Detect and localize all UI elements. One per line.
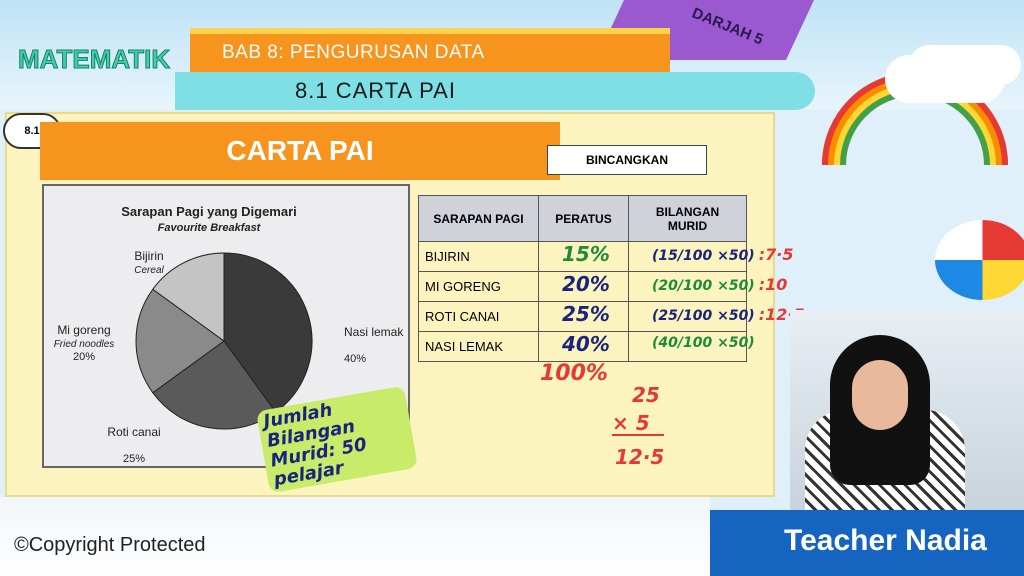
- total-annotation: 100%: [540, 361, 608, 386]
- table-row: NASI LEMAK: [418, 331, 747, 362]
- result-annotation: :7·5: [758, 245, 794, 264]
- table-row: ROTI CANAI: [418, 301, 747, 332]
- slice-label: Nasi lemak: [344, 325, 404, 339]
- slice-label: Bijirin: [134, 249, 163, 263]
- percent-annotation: 20%: [562, 272, 610, 296]
- calc-line: (20/100 ×50):10: [652, 276, 787, 294]
- chart-subtitle: Favourite Breakfast: [158, 222, 262, 234]
- slice-label: 40%: [344, 353, 366, 365]
- section-band: 8.1 CARTA PAI: [175, 72, 815, 110]
- percent-annotation: 40%: [562, 332, 610, 356]
- result-annotation: :10: [758, 275, 788, 294]
- slice-label: Mi goreng: [57, 323, 110, 337]
- slide-header: CARTA PAI: [40, 122, 560, 180]
- pie-chart-svg: Sarapan Pagi yang Digemari Favourite Bre…: [54, 204, 405, 465]
- calc-annotation: (20/100 ×50): [652, 278, 755, 294]
- calc-annotation: (25/100 ×50): [652, 308, 755, 324]
- slice-label: Roti canai: [107, 425, 160, 439]
- table-row: BIJIRIN: [418, 241, 747, 272]
- cloud-decoration: [885, 55, 1005, 103]
- slide-title: CARTA PAI: [226, 135, 374, 166]
- header-students: BILANGAN MURID: [628, 195, 747, 242]
- footer-background: [0, 497, 710, 576]
- mult-mid: × 5: [612, 412, 664, 436]
- calc-line: (15/100 ×50):7·5: [652, 246, 793, 264]
- calc-annotation: (40/100 ×50): [652, 335, 755, 351]
- presenter-face: [852, 360, 908, 430]
- pie-slice-mi-goreng: [135, 288, 225, 394]
- chapter-band: BAB 8: PENGURUSAN DATA: [190, 28, 670, 72]
- discuss-button[interactable]: BINCANGKAN: [547, 145, 707, 175]
- calc-line: (25/100 ×50):12·5: [652, 306, 805, 324]
- slice-label: Fried noodles: [54, 339, 115, 350]
- header-breakfast: SARAPAN PAGI: [418, 195, 539, 242]
- header-percent: PERATUS: [538, 195, 629, 242]
- pie-slice-nasi-lemak: [223, 252, 313, 413]
- data-table: SARAPAN PAGI PERATUS BILANGAN MURID BIJIRI…: [418, 195, 747, 362]
- cell: NASI LEMAK: [418, 331, 539, 362]
- pie-slice-bijirin: [152, 252, 225, 342]
- chapter-title: BAB 8: PENGURUSAN DATA: [222, 42, 485, 63]
- table-row: MI GORENG: [418, 271, 747, 302]
- slice-label: 25%: [123, 453, 145, 465]
- presenter-banner: Teacher Nadia: [710, 510, 1024, 576]
- cell: ROTI CANAI: [418, 301, 539, 332]
- percent-annotation: 15%: [562, 242, 610, 266]
- subject-title: MATEMATIK: [17, 44, 171, 75]
- calc-line: (40/100 ×50): [652, 335, 755, 351]
- chart-title: Sarapan Pagi yang Digemari: [121, 204, 297, 219]
- cell: BIJIRIN: [418, 241, 539, 272]
- beach-ball-decoration: [935, 220, 1024, 300]
- presenter-name: Teacher Nadia: [784, 524, 987, 557]
- slice-label: Cereal: [134, 265, 164, 276]
- slice-label: 20%: [73, 351, 95, 363]
- calc-annotation: (15/100 ×50): [652, 248, 755, 264]
- percent-annotation: 25%: [562, 302, 610, 326]
- section-title: 8.1 CARTA PAI: [295, 78, 456, 103]
- mult-top: 25: [632, 383, 660, 407]
- mult-result: 12·5: [615, 445, 665, 469]
- copyright-text: ©Copyright Protected: [14, 534, 206, 556]
- cell: MI GORENG: [418, 271, 539, 302]
